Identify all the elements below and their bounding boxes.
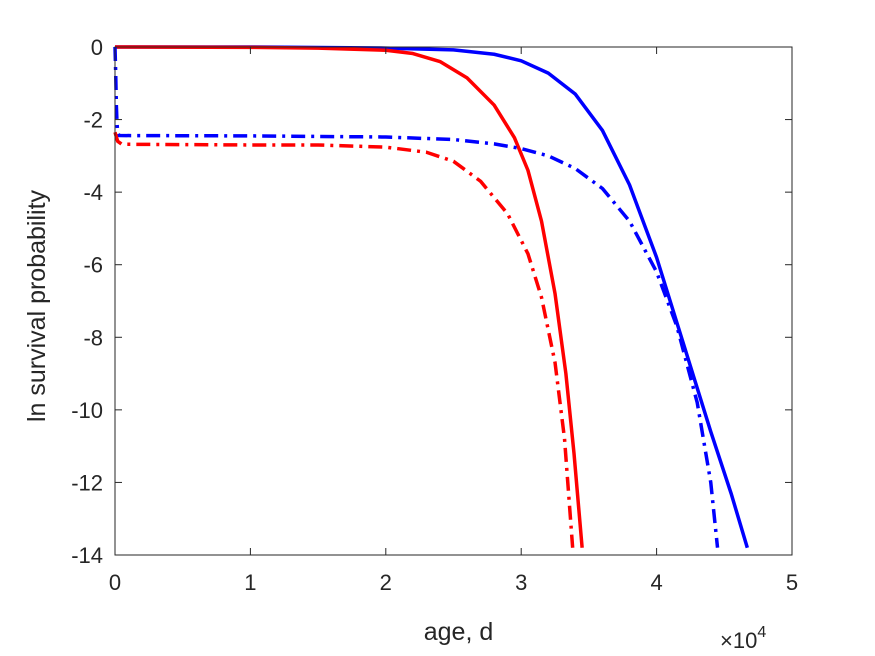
y-tick-label: -8 [83,325,103,350]
y-tick-label: -6 [83,253,103,278]
plot-area [115,47,792,555]
x-tick-label: 0 [109,570,121,595]
x-tick-label: 4 [650,570,662,595]
x-axis: 0 1 2 3 4 5 [109,47,798,595]
series-line-3 [113,46,720,548]
x-tick-label: 2 [380,570,392,595]
y-tick-label: -10 [71,398,103,423]
y-axis: 0 -2 -4 -6 -8 -10 -12 -14 [71,35,792,568]
x-axis-multiplier: ×104 [720,624,766,653]
y-tick-label: -12 [71,470,103,495]
y-tick-label: -14 [71,543,103,568]
series-line-4 [113,131,575,548]
y-tick-label: -4 [83,180,103,205]
x-axis-multiplier-base: ×10 [720,628,757,653]
y-tick-label: 0 [91,35,103,60]
x-tick-label: 5 [786,570,798,595]
x-axis-label: age, d [424,618,494,646]
series-line-2 [114,45,584,548]
x-tick-label: 1 [244,570,256,595]
series-line-1 [115,45,749,549]
series-layer [113,45,749,549]
x-axis-multiplier-exponent: 4 [757,624,766,641]
plot-frame [114,46,793,556]
x-tick-label: 3 [515,570,527,595]
y-axis-label: ln survival probability [23,189,51,422]
y-tick-label: -2 [83,108,103,133]
